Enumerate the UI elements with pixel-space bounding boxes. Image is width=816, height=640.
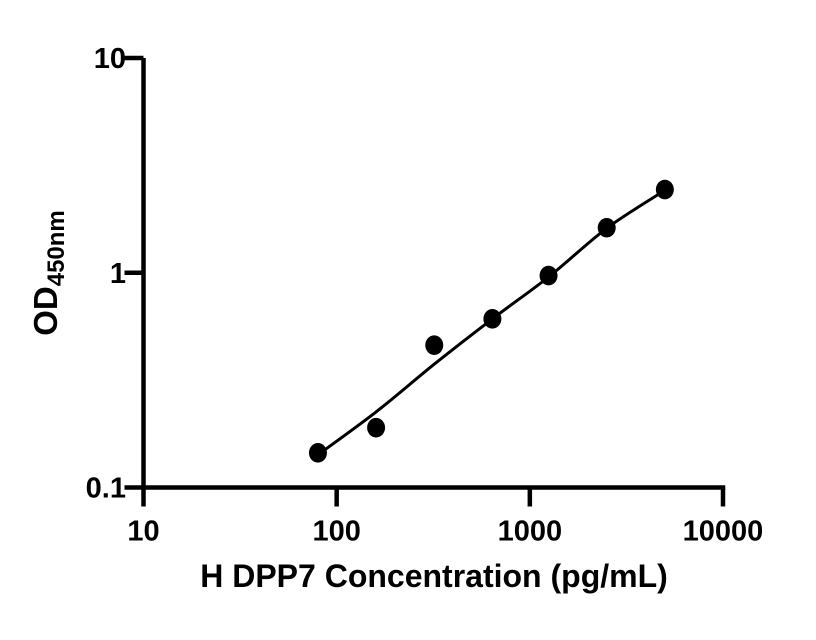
- data-point: [425, 335, 444, 355]
- x-axis-title: H DPP7 Concentration (pg/mL): [200, 558, 668, 594]
- x-tick-label: 100: [312, 516, 360, 548]
- data-point: [539, 265, 558, 286]
- y-tick-label: 0.1: [86, 473, 126, 505]
- x-tick-label: 10: [127, 516, 159, 548]
- x-tick-label: 10000: [683, 516, 764, 548]
- data-point: [367, 417, 386, 438]
- y-axis-title: OD450nm: [27, 210, 70, 336]
- data-point: [483, 309, 502, 329]
- data-point: [597, 217, 616, 238]
- data-point: [308, 443, 327, 463]
- y-tick-label: 1: [110, 258, 126, 290]
- y-tick-label: 10: [94, 43, 126, 75]
- y-axis-title-main: OD: [27, 286, 64, 336]
- x-tick-label: 1000: [498, 516, 563, 548]
- data-point: [655, 179, 674, 200]
- y-axis-title-subscript: 450nm: [43, 210, 70, 287]
